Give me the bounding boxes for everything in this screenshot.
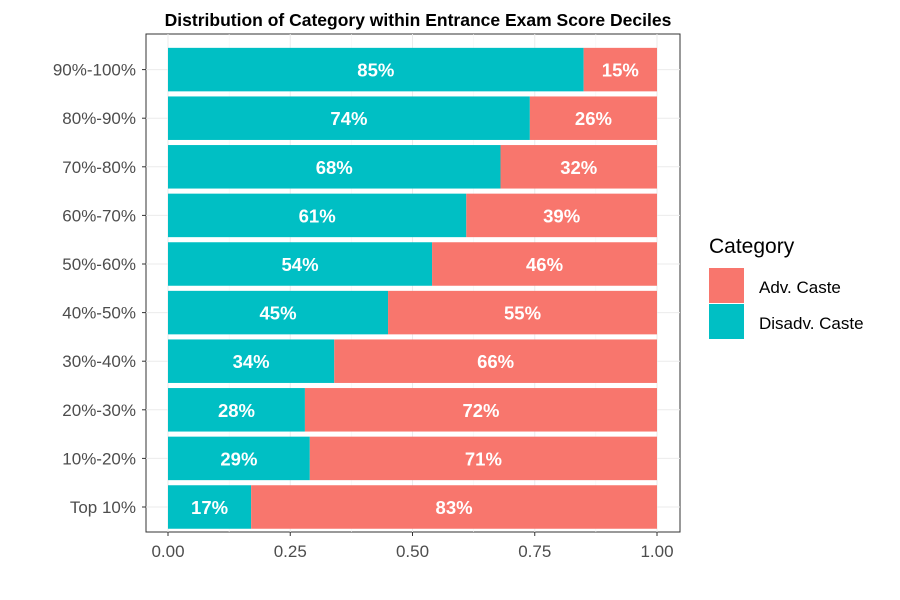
bar-label-disadv-caste: 68% bbox=[316, 157, 353, 178]
bar-adv-caste bbox=[529, 96, 657, 140]
bar-labels: 17% 83% 29% 71% 28% 72% 34% 66% 45% 55% 54% 46% 61% 3… bbox=[191, 60, 639, 518]
bar-label-adv-caste: 66% bbox=[477, 351, 514, 372]
bar-disadv-caste bbox=[168, 339, 335, 383]
bar-adv-caste bbox=[466, 193, 657, 238]
legend-label: Disadv. Caste bbox=[759, 314, 864, 333]
bar-label-adv-caste: 15% bbox=[602, 60, 639, 81]
x-tick-label: 0.25 bbox=[274, 542, 307, 561]
bar-label-disadv-caste: 54% bbox=[282, 254, 319, 275]
y-category-label: 60%-70% bbox=[62, 206, 136, 225]
bar-label-disadv-caste: 85% bbox=[357, 60, 394, 81]
bar-label-adv-caste: 32% bbox=[560, 157, 597, 178]
bar-adv-caste bbox=[432, 242, 657, 286]
bar-label-adv-caste: 39% bbox=[543, 205, 580, 226]
y-category-label: 20%-30% bbox=[62, 401, 136, 420]
x-tick-label: 0.00 bbox=[151, 542, 184, 561]
bar-label-disadv-caste: 17% bbox=[191, 497, 228, 518]
bar-adv-caste bbox=[334, 339, 657, 383]
bar-label-disadv-caste: 28% bbox=[218, 400, 255, 421]
legend-swatch bbox=[709, 268, 744, 303]
bar-label-adv-caste: 72% bbox=[462, 400, 499, 421]
bar-adv-caste bbox=[309, 436, 657, 481]
bar-label-disadv-caste: 74% bbox=[330, 108, 367, 129]
bar-disadv-caste bbox=[168, 47, 584, 92]
y-category-label: 90%-100% bbox=[53, 61, 136, 80]
bar-disadv-caste bbox=[168, 290, 389, 335]
y-axis-category-labels: Top 10% 10%-20% 20%-30% 30%-40% 40%-50% 50%-6… bbox=[53, 61, 146, 517]
bar-label-disadv-caste: 29% bbox=[220, 448, 257, 469]
legend: Category Adv. Caste Disadv. Caste bbox=[709, 235, 864, 339]
bar-disadv-caste bbox=[168, 193, 467, 238]
bar-disadv-caste bbox=[168, 436, 310, 481]
bar-adv-caste bbox=[304, 388, 657, 432]
x-tick-label: 0.75 bbox=[518, 542, 551, 561]
bar-adv-caste bbox=[388, 290, 657, 335]
bar-label-disadv-caste: 34% bbox=[233, 351, 270, 372]
bar-adv-caste bbox=[500, 145, 657, 189]
bar-disadv-caste bbox=[168, 145, 501, 189]
bar-label-disadv-caste: 45% bbox=[260, 303, 297, 324]
bar-label-adv-caste: 46% bbox=[526, 254, 563, 275]
y-category-label: 50%-60% bbox=[62, 255, 136, 274]
bar-adv-caste bbox=[583, 47, 657, 92]
chart-title: Distribution of Category within Entrance… bbox=[165, 10, 672, 30]
x-tick-label: 1.00 bbox=[640, 542, 673, 561]
y-category-label: 80%-90% bbox=[62, 109, 136, 128]
bar-label-adv-caste: 55% bbox=[504, 303, 541, 324]
y-category-label: 30%-40% bbox=[62, 352, 136, 371]
x-axis-ticks: 0.00 0.25 0.50 0.75 1.00 bbox=[151, 532, 674, 561]
bar-label-adv-caste: 83% bbox=[436, 497, 473, 518]
y-category-label: Top 10% bbox=[70, 498, 136, 517]
y-category-label: 70%-80% bbox=[62, 158, 136, 177]
legend-title: Category bbox=[709, 235, 795, 258]
y-category-label: 10%-20% bbox=[62, 449, 136, 468]
bar-label-adv-caste: 71% bbox=[465, 448, 502, 469]
bar-disadv-caste bbox=[168, 96, 530, 140]
bar-disadv-caste bbox=[168, 242, 433, 286]
bar-disadv-caste bbox=[168, 388, 305, 432]
legend-swatch bbox=[709, 304, 744, 339]
y-category-label: 40%-50% bbox=[62, 304, 136, 323]
bar-disadv-caste bbox=[168, 485, 252, 529]
bar-adv-caste bbox=[251, 485, 657, 529]
bars bbox=[168, 47, 657, 529]
legend-label: Adv. Caste bbox=[759, 278, 841, 297]
bar-label-adv-caste: 26% bbox=[575, 108, 612, 129]
bar-label-disadv-caste: 61% bbox=[299, 205, 336, 226]
x-tick-label: 0.50 bbox=[396, 542, 429, 561]
